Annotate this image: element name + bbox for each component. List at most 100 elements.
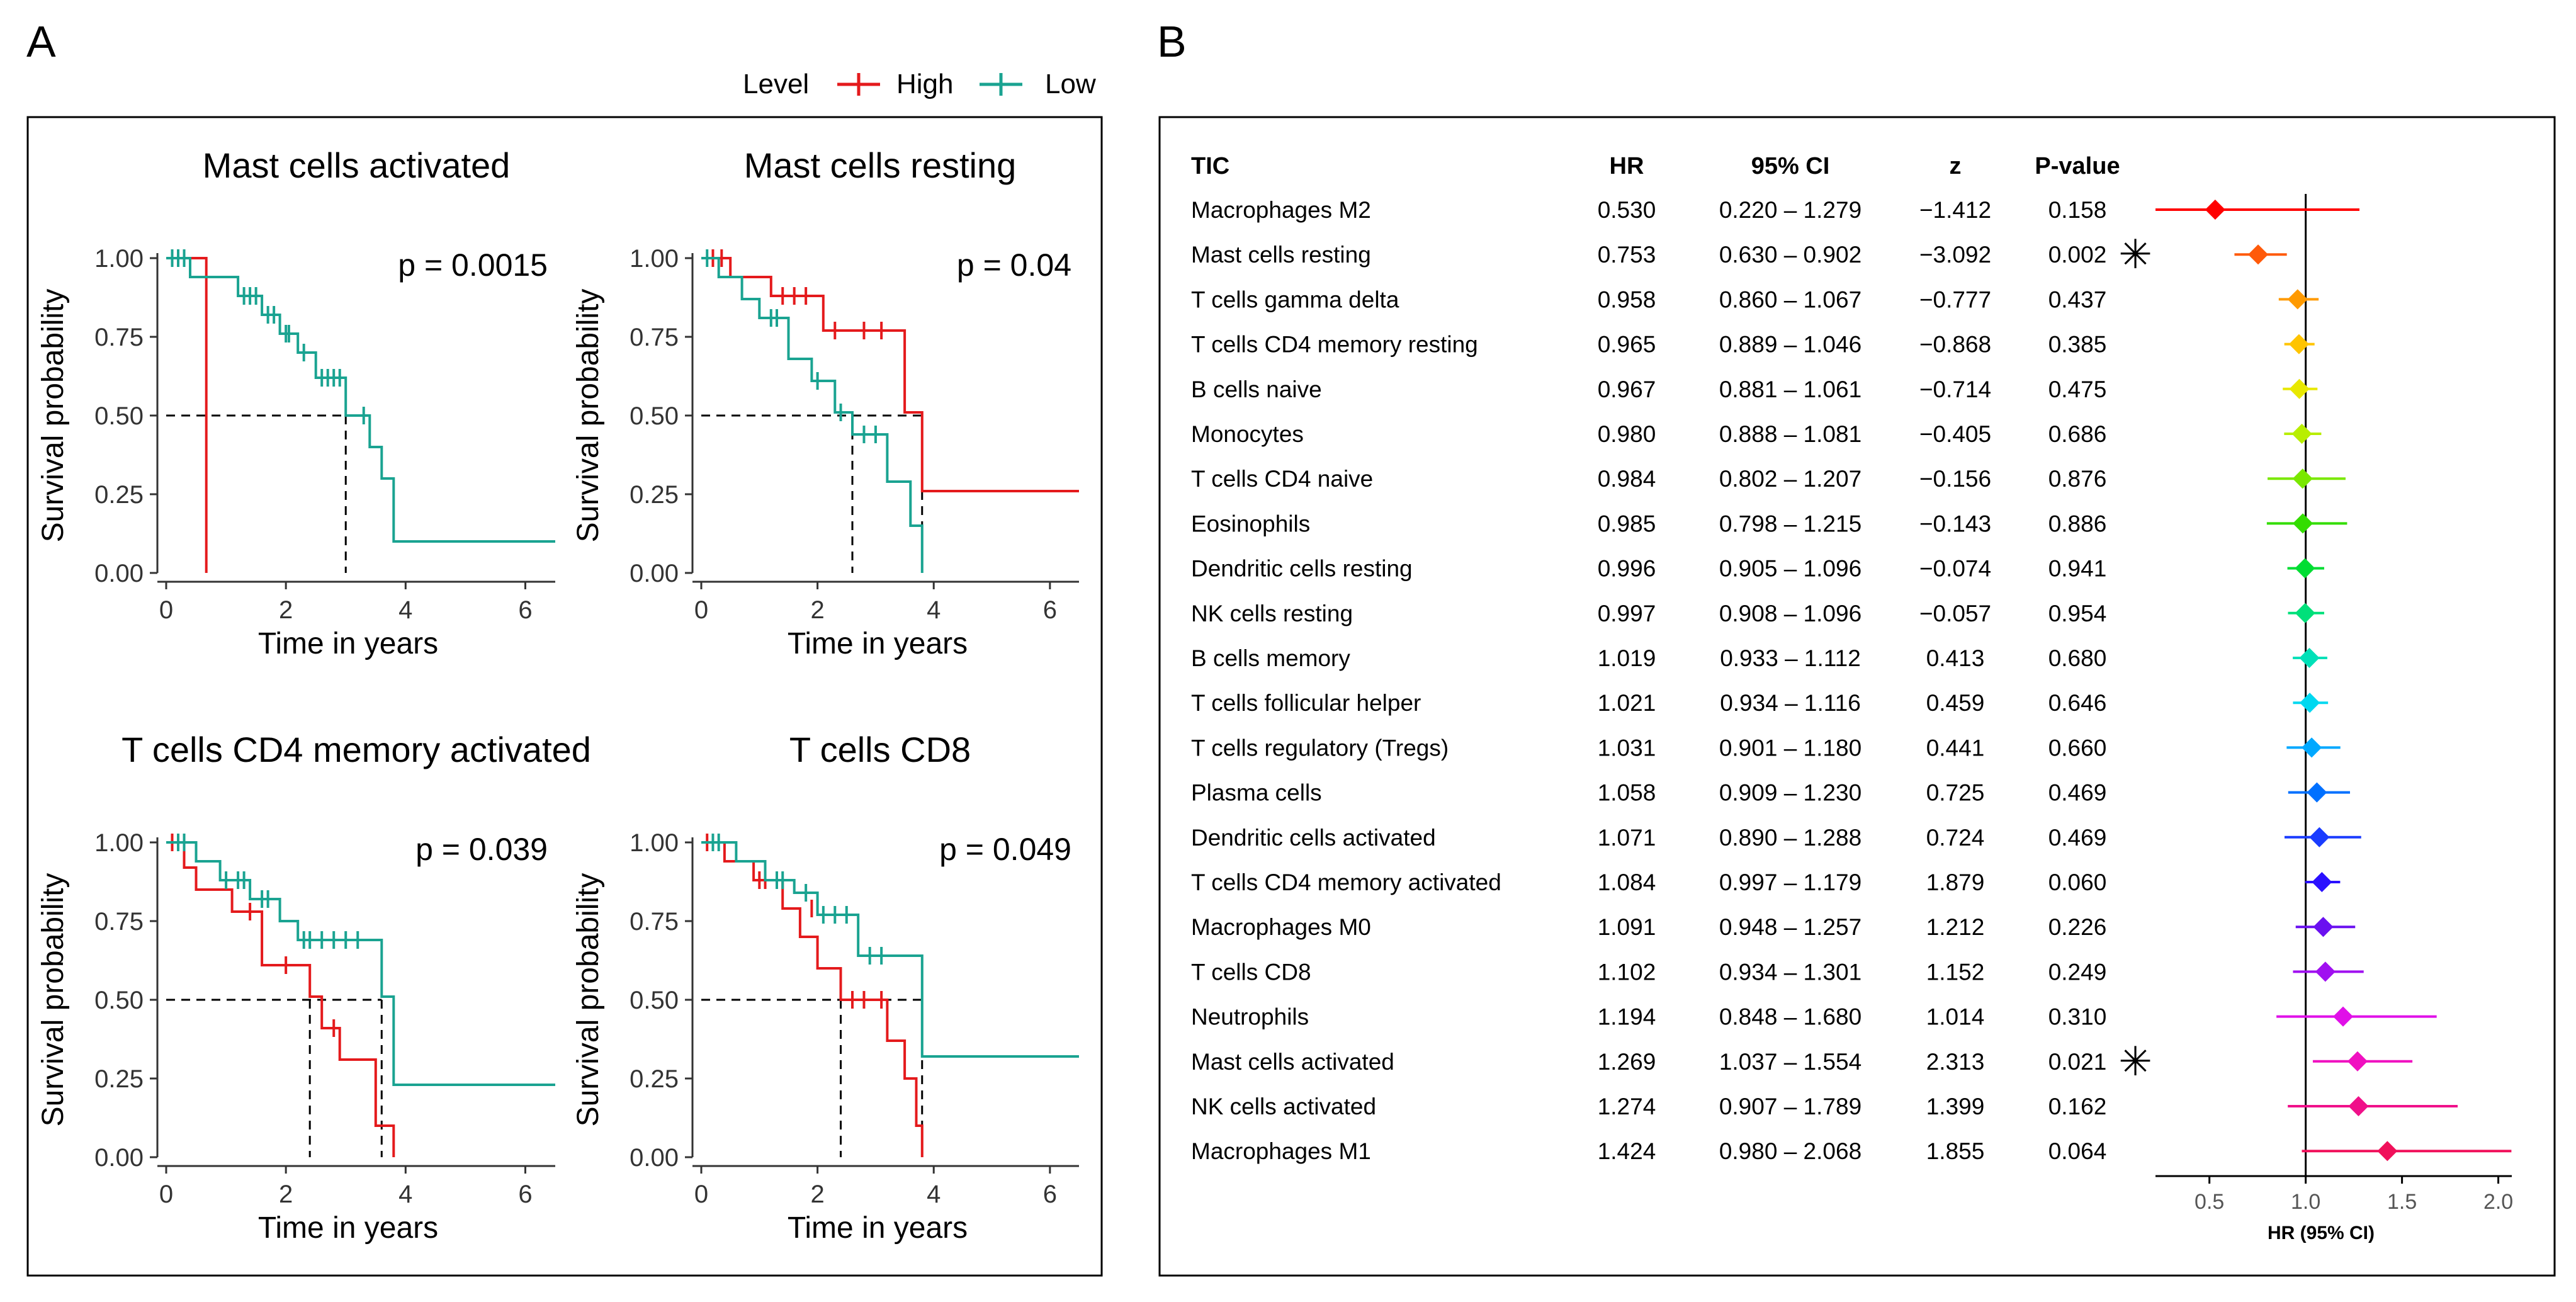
- forest-row-p: 0.064: [2048, 1138, 2107, 1164]
- forest-hr-marker: [2295, 558, 2315, 579]
- legend-high-label: High: [896, 69, 954, 99]
- forest-row-ci: 0.798 – 1.215: [1719, 511, 1861, 536]
- forest-row-p: 0.876: [2048, 466, 2107, 492]
- forest-x-axis-title: HR (95% CI): [2268, 1223, 2375, 1243]
- km-y-axis-title: Survival probability: [37, 289, 70, 543]
- km-plots: Mast cells activated p = 0.0015 0.00 0.25 0.…: [37, 145, 1079, 1245]
- forest-row-z: 1.399: [1926, 1094, 1985, 1119]
- forest-row-p: 0.162: [2048, 1094, 2107, 1119]
- forest-row-p: 0.002: [2048, 242, 2107, 268]
- forest-row-hr: 1.021: [1598, 690, 1656, 716]
- km-plot-2: Mast cells resting p = 0.04 0.00 0.25 0.50 0.…: [572, 145, 1079, 660]
- forest-row-tic: Monocytes: [1191, 421, 1304, 447]
- forest-row-ci: 0.630 – 0.902: [1719, 242, 1861, 268]
- forest-row-z: 1.855: [1926, 1138, 1985, 1164]
- km-x-axis-title: Time in years: [258, 1211, 438, 1245]
- forest-row-tic: Dendritic cells activated: [1191, 825, 1436, 851]
- forest-row-hr: 0.980: [1598, 421, 1656, 447]
- forest-row: T cells gamma delta 0.958 0.860 – 1.067 −0.…: [1191, 286, 2319, 312]
- km-y-tick-label: 0.50: [630, 987, 679, 1014]
- km-y-tick-label: 0.50: [94, 402, 144, 430]
- forest-row-ci: 0.802 – 1.207: [1719, 466, 1861, 492]
- forest-row-hr: 0.967: [1598, 376, 1656, 402]
- km-pvalue: p = 0.049: [939, 832, 1071, 867]
- km-curve-low: [701, 257, 924, 573]
- forest-row: NK cells activated 1.274 0.907 – 1.789 1.39…: [1191, 1094, 2458, 1119]
- km-y-tick-label: 0.75: [630, 908, 679, 936]
- forest-row-p: 0.886: [2048, 511, 2107, 536]
- forest-hr-marker: [2289, 378, 2310, 399]
- forest-row-p: 0.158: [2048, 197, 2107, 223]
- forest-x-tick-label: 1.0: [2291, 1190, 2320, 1214]
- forest-row-ci: 0.901 – 1.180: [1719, 735, 1861, 761]
- km-x-tick-label: 6: [518, 596, 532, 624]
- forest-row-z: −0.777: [1919, 286, 1991, 312]
- forest-row-hr: 1.102: [1598, 959, 1656, 985]
- forest-hr-marker: [2312, 872, 2332, 892]
- forest-hr-marker: [2302, 737, 2322, 758]
- km-x-tick-label: 4: [398, 596, 412, 624]
- forest-row-hr: 0.984: [1598, 466, 1656, 492]
- forest-row: T cells CD8 1.102 0.934 – 1.301 1.152 0.249: [1191, 959, 2364, 985]
- forest-row-p: 0.249: [2048, 959, 2107, 985]
- forest-row-z: −3.092: [1919, 242, 1991, 268]
- km-y-tick-label: 0.00: [94, 1144, 144, 1172]
- km-x-tick-label: 4: [927, 1180, 941, 1208]
- forest-row-p: 0.021: [2048, 1049, 2107, 1075]
- km-pvalue: p = 0.0015: [398, 247, 548, 283]
- significance-star-icon: ✳: [2118, 232, 2152, 277]
- forest-row-p: 0.469: [2048, 825, 2107, 851]
- km-plot-3: T cells CD4 memory activated p = 0.039 0.0…: [37, 730, 591, 1245]
- forest-row-z: −0.156: [1919, 466, 1991, 492]
- forest-hr-marker: [2295, 603, 2315, 623]
- km-curve-low: [701, 841, 1079, 1058]
- forest-row-hr: 0.997: [1598, 601, 1656, 626]
- forest-row: Neutrophils 1.194 0.848 – 1.680 1.014 0.310: [1191, 1004, 2437, 1030]
- forest-row: T cells CD4 memory resting 0.965 0.889 – 1…: [1191, 332, 2315, 358]
- forest-row-z: 2.313: [1926, 1049, 1985, 1075]
- km-y-axis-title: Survival probability: [572, 873, 605, 1127]
- forest-row-hr: 1.058: [1598, 780, 1656, 806]
- km-x-axis-title: Time in years: [788, 1211, 968, 1245]
- panel-b-frame: [1158, 116, 2556, 1277]
- forest-row-ci: 0.220 – 1.279: [1719, 197, 1861, 223]
- km-curve-high: [701, 841, 924, 1157]
- forest-row-ci: 0.905 – 1.096: [1719, 556, 1861, 582]
- km-x-tick-label: 0: [694, 1180, 708, 1208]
- forest-row-z: 1.879: [1926, 869, 1985, 895]
- km-x-tick-label: 6: [518, 1180, 532, 1208]
- forest-row-p: 0.686: [2048, 421, 2107, 447]
- km-x-tick-label: 2: [279, 596, 293, 624]
- forest-row: Plasma cells 1.058 0.909 – 1.230 0.725 0.469: [1191, 780, 2351, 806]
- forest-row: T cells follicular helper 1.021 0.934 – 1.…: [1191, 690, 2329, 716]
- forest-row-z: −0.868: [1919, 332, 1991, 358]
- forest-row-p: 0.954: [2048, 601, 2107, 626]
- forest-row-ci: 0.948 – 1.257: [1719, 914, 1861, 940]
- km-y-tick-label: 0.50: [94, 987, 144, 1014]
- forest-row-tic: Eosinophils: [1191, 511, 1310, 536]
- km-y-tick-label: 0.25: [94, 481, 144, 509]
- forest-row-tic: Neutrophils: [1191, 1004, 1309, 1030]
- forest-row-z: 1.152: [1926, 959, 1985, 985]
- forest-row-tic: T cells regulatory (Tregs): [1191, 735, 1449, 761]
- km-y-tick-label: 1.00: [630, 245, 679, 273]
- forest-row-tic: Macrophages M1: [1191, 1138, 1371, 1164]
- km-x-axis-title: Time in years: [788, 627, 968, 660]
- forest-hr-marker: [2300, 693, 2320, 713]
- panel-label-a: A: [26, 17, 56, 66]
- forest-row-hr: 1.269: [1598, 1049, 1656, 1075]
- km-title: T cells CD8: [789, 730, 971, 769]
- forest-row-p: 0.941: [2048, 556, 2107, 582]
- forest-row-tic: Mast cells activated: [1191, 1049, 1394, 1075]
- forest-hr-marker: [2287, 289, 2308, 310]
- forest-row-tic: T cells CD4 memory resting: [1191, 332, 1478, 358]
- forest-row-hr: 1.194: [1598, 1004, 1656, 1030]
- forest-row: Mast cells resting 0.753 0.630 – 0.902 −3.0…: [1191, 232, 2287, 277]
- km-y-tick-label: 0.75: [630, 324, 679, 351]
- km-x-tick-label: 0: [159, 1180, 173, 1208]
- forest-row: Mast cells activated 1.269 1.037 – 1.554 2.…: [1191, 1039, 2413, 1084]
- km-x-tick-label: 4: [398, 1180, 412, 1208]
- forest-row-p: 0.310: [2048, 1004, 2107, 1030]
- forest-row-hr: 1.274: [1598, 1094, 1656, 1119]
